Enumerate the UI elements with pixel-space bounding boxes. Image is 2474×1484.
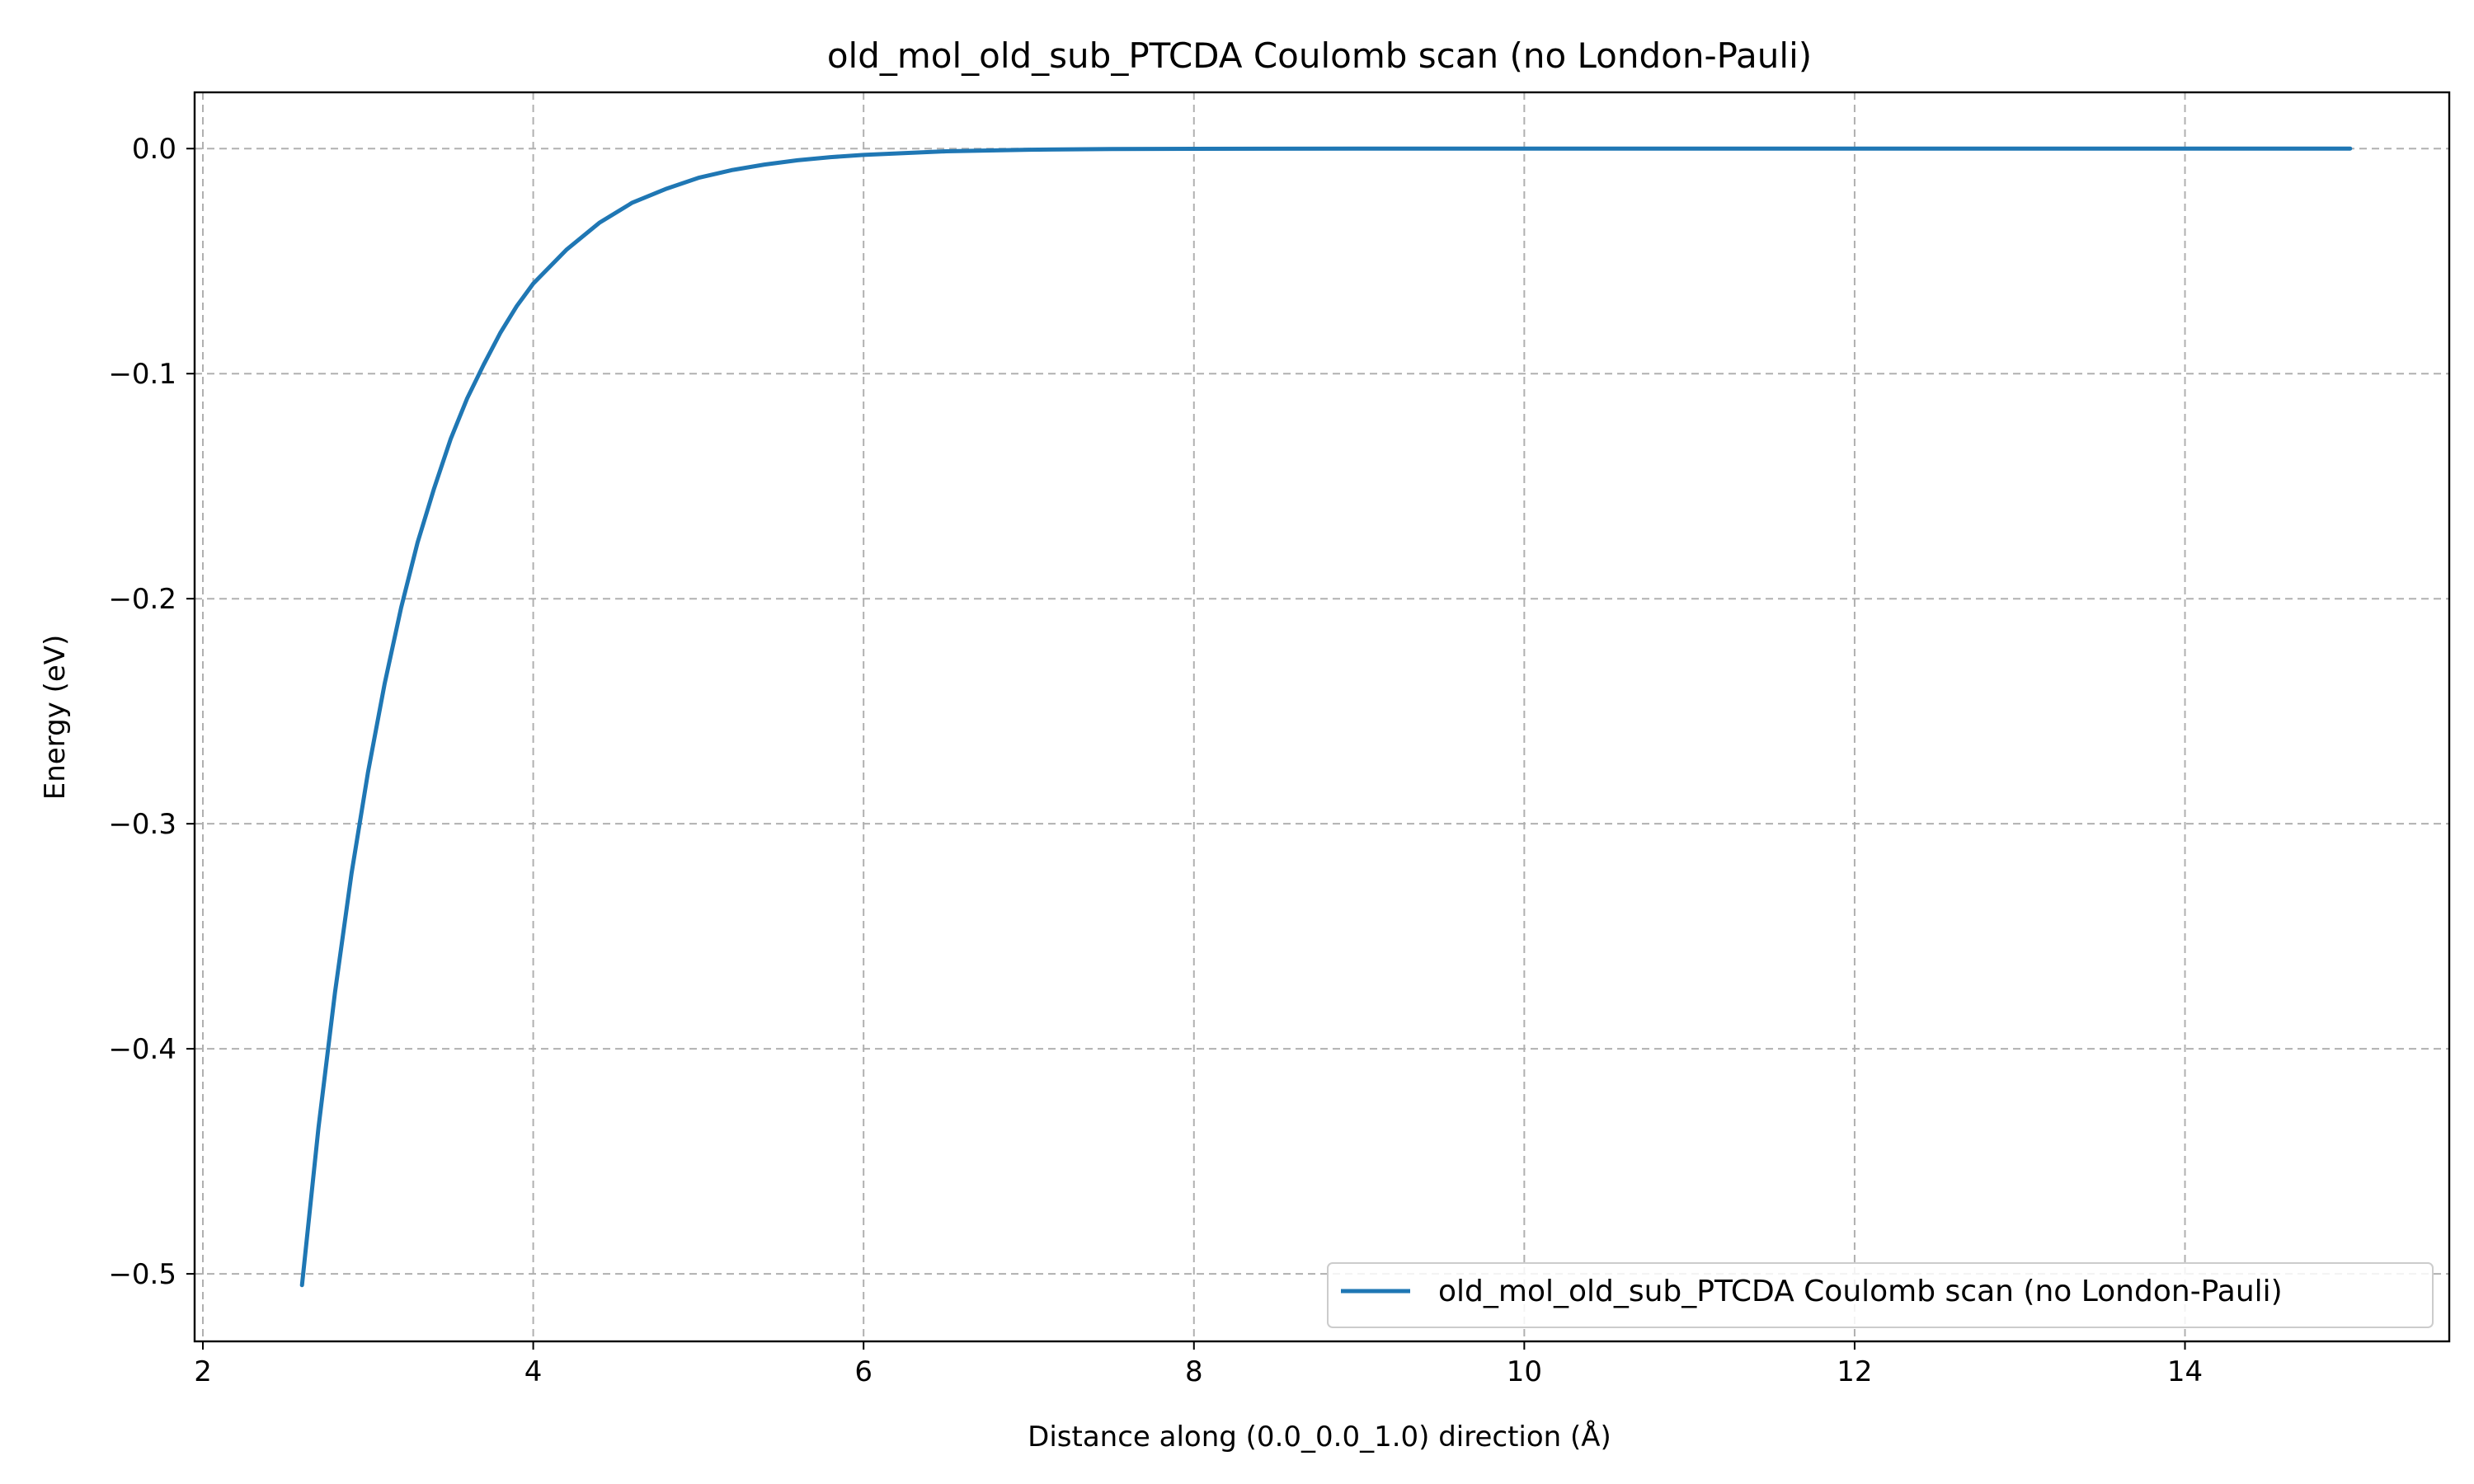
y-tick-label: 0.0 [132,133,176,166]
series-layer [299,146,2353,1288]
plot-frame [193,91,2451,1343]
legend: old_mol_old_sub_PTCDA Coulomb scan (no L… [1327,1262,2434,1328]
legend-box [1327,1262,2434,1328]
series-line [299,146,2353,1288]
y-tick-label: −0.2 [108,583,176,616]
y-tick-label: −0.3 [108,808,176,841]
x-tick-label: 2 [194,1355,212,1388]
x-axis: 2 4 6 8 10 12 14 [194,1341,2203,1388]
x-tick-label: 10 [1507,1355,1542,1388]
y-axis: 0.0 −0.1 −0.2 −0.3 −0.4 −0.5 [108,133,195,1291]
y-tick-label: −0.4 [108,1033,176,1066]
y-tick-label: −0.5 [108,1258,176,1291]
x-axis-label: Distance along (0.0_0.0_1.0) direction (… [1028,1420,1611,1453]
chart-title: old_mol_old_sub_PTCDA Coulomb scan (no L… [827,35,1812,76]
x-tick-label: 8 [1185,1355,1203,1388]
x-tick-label: 12 [1837,1355,1872,1388]
x-tick-label: 6 [854,1355,872,1388]
y-tick-label: −0.1 [108,358,176,391]
x-tick-label: 14 [2167,1355,2203,1388]
legend-label: old_mol_old_sub_PTCDA Coulomb scan (no L… [1438,1275,2283,1308]
x-tick-label: 4 [524,1355,543,1388]
y-axis-label: Energy (eV) [39,635,72,801]
